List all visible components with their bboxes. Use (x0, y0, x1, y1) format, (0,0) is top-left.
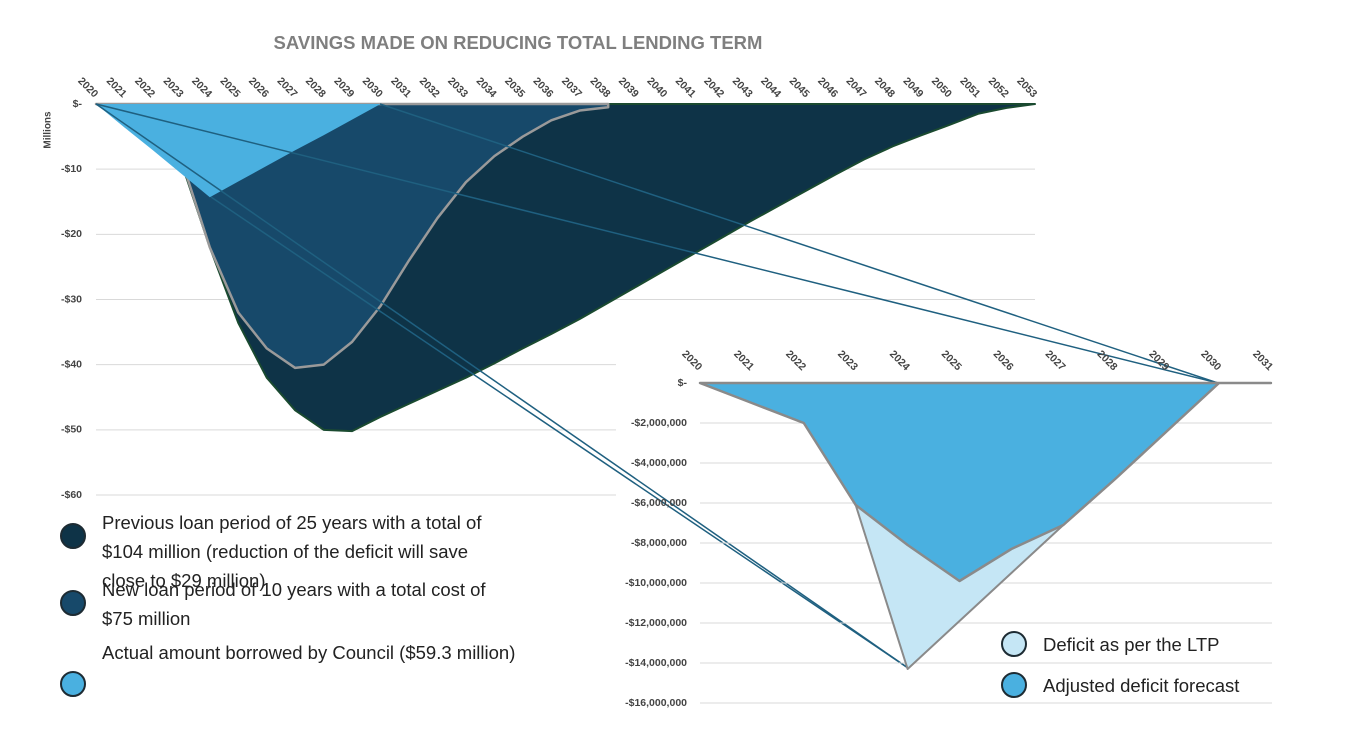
x-tick-label: 2024 (189, 75, 214, 100)
y-tick-label: -$6,000,000 (631, 497, 687, 509)
x-tick-label: 2031 (388, 75, 413, 100)
x-tick-label: 2040 (644, 75, 669, 100)
x-tick-label: 2029 (331, 75, 356, 100)
x-tick-label: 2033 (445, 75, 470, 100)
y-tick-label: -$12,000,000 (625, 617, 687, 629)
zoom-line (95, 103, 909, 669)
x-tick-label: 2030 (360, 75, 385, 100)
chart-title: SAVINGS MADE ON REDUCING TOTAL LENDING T… (274, 32, 763, 53)
area (698, 381, 1273, 583)
legend-swatch (60, 671, 86, 697)
x-tick-label: 2020 (75, 75, 100, 100)
x-tick-label: 2052 (986, 75, 1011, 100)
x-tick-label: 2037 (559, 75, 584, 100)
x-tick-label: 2053 (1014, 75, 1039, 100)
x-tick-label: 2047 (844, 75, 869, 100)
y-tick-label: $- (73, 98, 83, 110)
x-tick-label: 2042 (701, 75, 726, 100)
y-tick-label: -$16,000,000 (625, 697, 687, 709)
x-tick-label: 2050 (929, 75, 954, 100)
x-tick-label: 2045 (787, 75, 812, 100)
zoom-line (95, 103, 1219, 384)
x-tick-label: 2043 (730, 75, 755, 100)
y-tick-label: -$40 (61, 358, 82, 370)
x-tick-label: 2027 (275, 75, 300, 100)
zoom-line (210, 196, 909, 669)
area (96, 104, 381, 198)
y-tick-label: -$20 (61, 228, 82, 240)
x-tick-label: 2044 (758, 75, 783, 100)
x-tick-label: 2026 (246, 75, 271, 100)
x-tick-label: 2025 (218, 75, 243, 100)
y-tick-label: -$8,000,000 (631, 537, 687, 549)
y-tick-label: -$60 (61, 489, 82, 501)
legend-label: Actual amount borrowed by Council ($59.3… (102, 642, 516, 663)
x-tick-label: 2049 (901, 75, 926, 100)
y-tick-label: -$30 (61, 293, 82, 305)
y-tick-label: -$4,000,000 (631, 457, 687, 469)
x-tick-label: 2046 (815, 75, 840, 100)
zoom-line (379, 103, 1219, 384)
y-tick-label: -$50 (61, 424, 82, 436)
legend-swatch (1001, 631, 1027, 657)
y-axis-label: Millions (43, 111, 54, 149)
x-tick-label: 2048 (872, 75, 897, 100)
x-tick-label: 2041 (673, 75, 698, 100)
y-tick-label: $- (678, 377, 688, 389)
x-tick-label: 2035 (502, 75, 527, 100)
legend-swatch (60, 523, 86, 549)
x-tick-label: 2038 (588, 75, 613, 100)
x-tick-label: 2028 (303, 75, 328, 100)
x-tick-label: 2036 (531, 75, 556, 100)
x-tick-label: 2032 (417, 75, 442, 100)
x-tick-label: 2034 (474, 75, 499, 100)
x-tick-label: 2023 (161, 75, 186, 100)
legend-label: Previous loan period of 25 years with a … (102, 512, 482, 591)
y-tick-label: -$2,000,000 (631, 417, 687, 429)
y-tick-label: -$14,000,000 (625, 657, 687, 669)
legend-label: Deficit as per the LTP (1043, 634, 1220, 655)
y-tick-label: -$10 (61, 163, 82, 175)
x-tick-label: 2039 (616, 75, 641, 100)
x-tick-label: 2021 (104, 75, 129, 100)
legend-label: New loan period of 10 years with a total… (102, 579, 486, 629)
legend-swatch (60, 590, 86, 616)
x-tick-label: 2022 (132, 75, 157, 100)
y-tick-label: -$10,000,000 (625, 577, 687, 589)
legend-swatch (1001, 672, 1027, 698)
zoom-lines (95, 103, 1219, 669)
legend-label: Adjusted deficit forecast (1043, 675, 1240, 696)
x-tick-label: 2051 (957, 75, 982, 100)
